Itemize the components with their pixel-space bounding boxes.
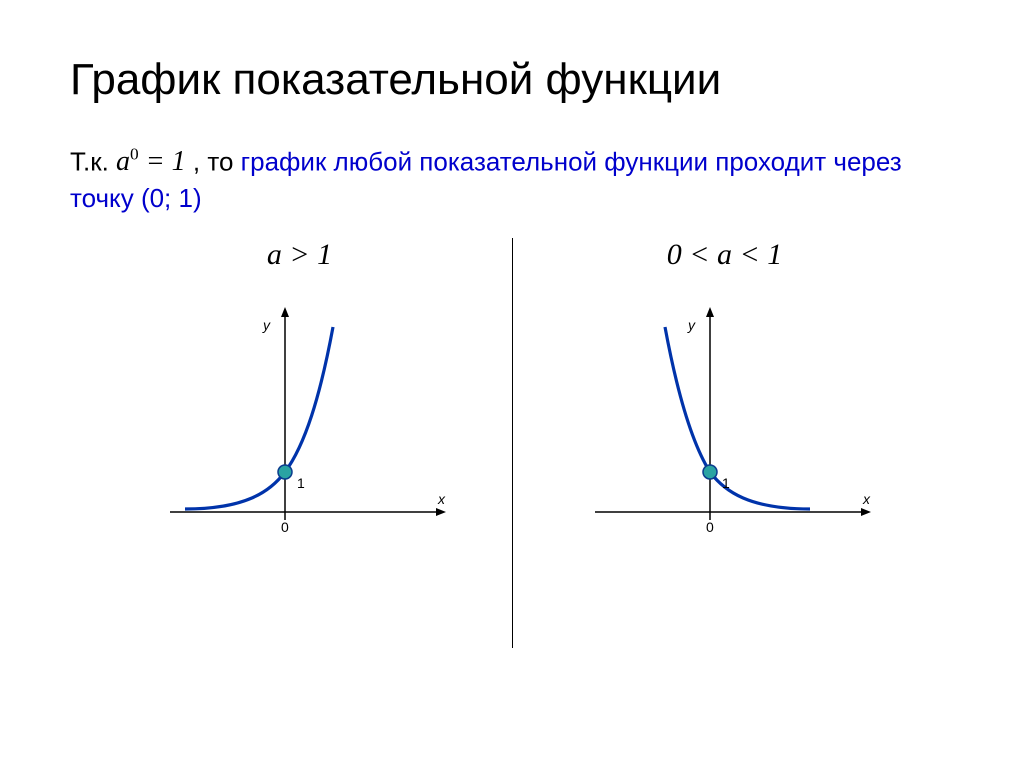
onelabel-right: 1 [722, 475, 730, 491]
originlabel-left: 0 [281, 519, 289, 535]
slide-title: График показательной функции [70, 55, 954, 105]
onelabel-left: 1 [297, 475, 305, 491]
yaxis-arrow-right [706, 307, 714, 317]
lead-mid: , то [193, 146, 241, 176]
plot-decay: y x 0 1 [575, 297, 875, 557]
xaxis-arrow-right [861, 508, 871, 516]
ylabel-left: y [262, 317, 271, 333]
xlabel-right: x [862, 491, 871, 507]
plot-growth: y x 0 1 [150, 297, 450, 557]
panel-row: a > 1 y x 0 1 0 < a < 1 [70, 238, 954, 648]
xlabel-left: x [437, 491, 446, 507]
originlabel-right: 0 [706, 519, 714, 535]
panel-right: 0 < a < 1 y x 0 1 [525, 238, 925, 557]
curve-decay [665, 327, 810, 509]
lead-formula: a0 = 1 [116, 146, 186, 177]
lead-prefix: Т.к. [70, 146, 116, 176]
xaxis-arrow-left [436, 508, 446, 516]
slide: График показательной функции Т.к. a0 = 1… [0, 0, 1024, 767]
condition-right: 0 < a < 1 [667, 238, 783, 272]
panel-left: a > 1 y x 0 1 [100, 238, 500, 557]
lead-paragraph: Т.к. a0 = 1 , то график любой показатель… [70, 143, 954, 216]
point-01-right [703, 465, 717, 479]
yaxis-arrow-left [281, 307, 289, 317]
ylabel-right: y [687, 317, 696, 333]
point-01-left [278, 465, 292, 479]
condition-left: a > 1 [267, 238, 332, 272]
curve-growth [185, 327, 333, 509]
divider [512, 238, 513, 648]
